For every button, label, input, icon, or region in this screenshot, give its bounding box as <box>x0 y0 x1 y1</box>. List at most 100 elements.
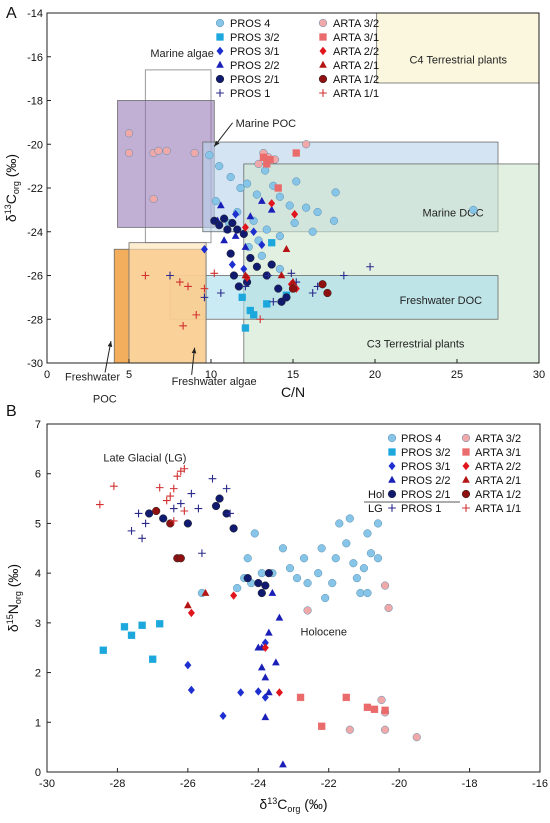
point-pros-3-2 <box>249 311 258 319</box>
point-pros-2-2 <box>257 663 266 671</box>
point-arta-2-1 <box>241 271 250 279</box>
y-label-a-delta: δ <box>3 214 19 222</box>
point-pros-4 <box>285 201 294 210</box>
point-arta-3-2 <box>162 146 171 155</box>
legend-marker-arta-1-2 <box>461 489 471 499</box>
point-pros-4 <box>313 207 322 217</box>
point-pros-1 <box>176 499 185 508</box>
point-arta-1-1 <box>95 500 104 509</box>
point-pros-1 <box>264 271 273 280</box>
legend-label-arta-1-1: ARTA 1/1 <box>475 503 521 515</box>
x-tick-label-a: 20 <box>369 369 381 381</box>
point-pros-1 <box>308 289 317 297</box>
point-pros-1 <box>166 271 174 280</box>
series-arta-2-2-b <box>187 591 283 697</box>
point-pros-4 <box>252 190 262 199</box>
point-pros-1 <box>222 484 231 493</box>
y-label-a-var: C <box>3 194 19 204</box>
point-arta-1-2 <box>323 288 332 298</box>
region-marine-poc <box>117 100 215 228</box>
point-pros-4 <box>366 549 376 558</box>
point-pros-4 <box>373 519 383 528</box>
series-arta-1-2-a <box>288 280 332 298</box>
legend-label-pros-2-1: PROS 2/1 <box>230 74 280 86</box>
point-pros-2-1 <box>145 509 154 518</box>
legend-label-pros-1: PROS 1 <box>401 503 441 515</box>
point-pros-2-2 <box>216 201 225 209</box>
series-pros-2-1-b <box>145 494 273 598</box>
legend-label-arta-2-1: ARTA 2/1 <box>333 60 379 72</box>
y-label-b-unit: (‰) <box>5 564 21 591</box>
x-tick-label-b: -22 <box>321 778 337 790</box>
point-pros-4 <box>363 588 372 598</box>
point-arta-1-1 <box>166 492 175 500</box>
point-arta-3-1 <box>266 155 274 164</box>
x-label-b-var: C <box>277 796 287 812</box>
x-tick-label-b: -16 <box>532 778 548 790</box>
point-pros-2-1 <box>234 282 243 291</box>
point-pros-2-2 <box>231 231 240 239</box>
point-pros-4 <box>356 588 365 598</box>
series-pros-4-b <box>197 514 383 603</box>
point-pros-4 <box>335 519 344 528</box>
data-points-a <box>124 129 478 332</box>
point-arta-2-2 <box>261 643 269 652</box>
x-tick-label-a: 5 <box>126 369 132 381</box>
panel-a: 0 5 10 15 20 25 30 -30 -28 -26 -24 -22 -20 -18 -16 -14 C… <box>3 5 545 405</box>
annotation-freshwater-doc: Freshwater DOC <box>400 295 483 307</box>
legend-a: PROS 4 PROS 3/2 PROS 3/1 PROS 2/2 PROS 2/1 PR… <box>215 18 379 100</box>
point-pros-1 <box>138 534 146 543</box>
point-pros-4 <box>373 554 383 563</box>
point-arta-3-1 <box>259 153 268 162</box>
point-pros-4 <box>292 574 302 583</box>
point-pros-2-1 <box>252 262 262 271</box>
point-pros-4 <box>292 177 301 186</box>
point-pros-4 <box>250 529 259 538</box>
y-tick-label-b: 0 <box>35 767 41 779</box>
legend-marker-pros-2-2 <box>216 60 224 68</box>
point-pros-3-1 <box>261 693 269 702</box>
point-pros-4 <box>345 514 354 523</box>
y-label-b-sub: org <box>13 591 23 604</box>
point-pros-1 <box>198 549 206 558</box>
legend-label-arta-2-2: ARTA 2/2 <box>475 461 521 473</box>
point-arta-3-1 <box>381 706 389 715</box>
point-pros-1 <box>366 262 374 271</box>
legend-label-pros-4: PROS 4 <box>230 18 270 30</box>
point-pros-4 <box>363 529 372 538</box>
point-pros-3-1 <box>228 260 236 269</box>
point-pros-2-2 <box>241 242 250 250</box>
point-pros-4 <box>317 544 326 553</box>
x-tick-label-b: -26 <box>180 778 196 790</box>
point-pros-2-2 <box>268 588 277 596</box>
annotation-holocene: Holocene <box>301 626 347 638</box>
point-arta-3-1 <box>363 703 372 712</box>
legend-label-pros-3-1: PROS 3/1 <box>401 461 451 473</box>
plot-frame-b <box>46 423 541 773</box>
annotation-late-glacial-lg: Late Glacial (LG) <box>103 452 186 464</box>
legend-marker-pros-3-2 <box>216 33 224 41</box>
legend-marker-pros-4 <box>387 433 397 443</box>
legend-marker-pros-3-1 <box>388 461 396 471</box>
series-pros-3-1-a <box>200 210 266 274</box>
point-pros-2-1 <box>220 214 229 223</box>
legend-label-arta-3-1: ARTA 3/1 <box>475 447 521 459</box>
point-pros-3-1 <box>261 638 269 647</box>
series-arta-1-1-b <box>95 464 189 525</box>
panel-b: -30 -28 -26 -24 -22 -20 -18 -16 0 1 2 3 4 5 6 7 δ13Corg … <box>5 403 548 814</box>
point-pros-4 <box>285 564 295 573</box>
region-c4-terrestrial-plants <box>376 12 540 84</box>
y-tick-label-a: -20 <box>27 139 43 151</box>
region-freshwater-algae <box>128 242 207 364</box>
series-pros-2-1-a <box>210 214 291 306</box>
point-arta-2-1 <box>282 245 291 253</box>
y-axis-label-a: δ13Corg (‰) <box>3 154 21 222</box>
point-pros-4 <box>469 205 478 214</box>
annotation-marine-poc: Marine POC <box>236 118 297 130</box>
point-arta-1-1 <box>175 278 184 286</box>
legend-marker-arta-2-1 <box>319 60 327 68</box>
legend-label-arta-3-2: ARTA 3/2 <box>333 18 379 30</box>
point-pros-2-1 <box>215 494 224 503</box>
point-arta-3-2 <box>412 733 421 742</box>
point-pros-3-1 <box>184 660 192 670</box>
